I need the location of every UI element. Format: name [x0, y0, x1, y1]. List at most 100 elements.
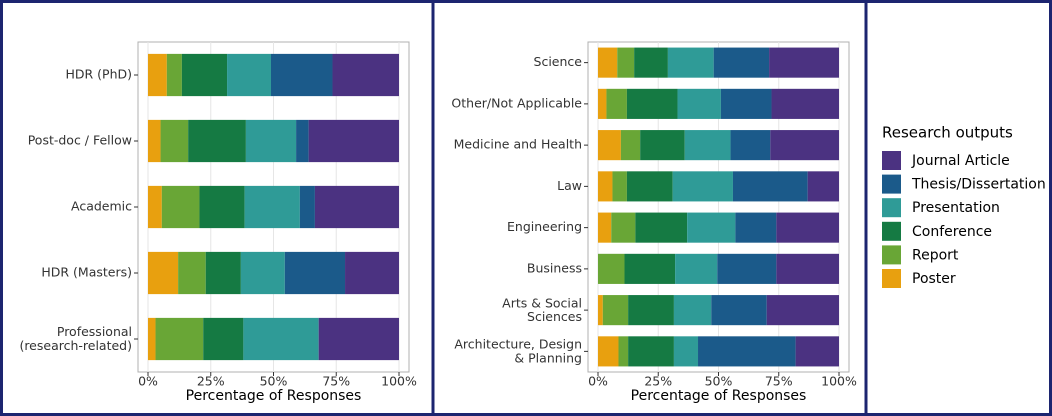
legend-swatch — [882, 174, 901, 194]
bar-segment — [148, 251, 179, 295]
y-tick-label: Architecture, Design & Planning — [454, 336, 582, 365]
bar-segment — [188, 119, 246, 163]
legend-swatch — [882, 245, 901, 265]
y-tick-label: Medicine and Health — [454, 137, 582, 152]
bar-segment — [296, 119, 309, 163]
x-tick-label: 100% — [381, 374, 417, 389]
bar-segment — [299, 185, 315, 229]
bar-segment — [245, 119, 297, 163]
y-tick-label: Academic — [71, 199, 132, 214]
bar-segment — [675, 253, 718, 284]
bar-segment — [345, 251, 399, 295]
bar-segment — [166, 53, 182, 97]
bar-segment — [795, 336, 839, 367]
y-tick-label: Arts & Social Sciences — [502, 295, 582, 324]
bar-segment — [598, 295, 603, 326]
bar-segment — [178, 251, 206, 295]
bar-segment — [602, 295, 629, 326]
bar-segment — [640, 130, 685, 161]
bar-segment — [148, 53, 167, 97]
bar-segment — [611, 212, 636, 243]
bar-segment — [620, 130, 641, 161]
bar-segment — [199, 185, 245, 229]
bar-segment — [227, 53, 271, 97]
legend-label: Thesis/Dissertation — [911, 177, 1046, 193]
y-tick-label: HDR (PhD) — [65, 67, 132, 82]
x-axis-title: Percentage of Responses — [631, 388, 807, 404]
bar-segment — [769, 47, 839, 78]
bar-segment — [807, 171, 839, 202]
legend-swatch — [882, 221, 901, 241]
bar-segment — [612, 171, 627, 202]
bar-segment — [618, 336, 629, 367]
bar-segment — [205, 251, 241, 295]
bar-segment — [617, 47, 635, 78]
bar-segment — [624, 253, 676, 284]
bar-segment — [598, 171, 613, 202]
x-tick-label: 0% — [588, 374, 608, 389]
bar-segment — [598, 88, 607, 119]
bar-segment — [770, 130, 839, 161]
y-tick-label: HDR (Masters) — [41, 265, 132, 280]
bar-segment — [161, 185, 200, 229]
bar-segment — [677, 88, 721, 119]
y-tick-label: Other/Not Applicable — [451, 95, 582, 110]
bar-segment — [672, 171, 733, 202]
x-tick-label: 50% — [705, 374, 733, 389]
x-tick-label: 0% — [138, 374, 158, 389]
bar-segment — [626, 88, 678, 119]
bar-segment — [720, 88, 772, 119]
legend-label: Conference — [912, 224, 992, 240]
x-tick-label: 100% — [821, 374, 857, 389]
bar-segment — [314, 185, 399, 229]
bar-segment — [598, 253, 625, 284]
bar-segment — [598, 212, 612, 243]
bar-segment — [776, 212, 839, 243]
bar-segment — [732, 171, 808, 202]
x-tick-label: 25% — [644, 374, 672, 389]
bar-segment — [673, 295, 712, 326]
legend-label: Journal Article — [911, 153, 1010, 169]
bar-segment — [243, 317, 319, 361]
bar-segment — [148, 185, 162, 229]
bar-segment — [626, 171, 673, 202]
bar-segment — [713, 47, 770, 78]
bar-segment — [598, 130, 621, 161]
bar-segment — [687, 212, 736, 243]
bar-segment — [598, 336, 619, 367]
x-tick-label: 75% — [322, 374, 350, 389]
bar-segment — [270, 53, 333, 97]
bar-segment — [776, 253, 839, 284]
bar-segment — [244, 185, 300, 229]
bar-segment — [698, 336, 796, 367]
legend-swatch — [882, 151, 901, 170]
y-tick-label: Engineering — [507, 219, 582, 234]
x-axis-title: Percentage of Responses — [186, 388, 362, 404]
bar-segment — [181, 53, 228, 97]
y-tick-label: Science — [534, 54, 583, 69]
bar-segment — [284, 251, 346, 295]
legend-title: Research outputs — [882, 124, 1013, 142]
bar-segment — [635, 212, 688, 243]
bar-segment — [684, 130, 731, 161]
bar-segment — [730, 130, 771, 161]
bar-segment — [667, 47, 714, 78]
legend-label: Poster — [912, 271, 956, 287]
x-tick-label: 75% — [765, 374, 793, 389]
bar-segment — [155, 317, 204, 361]
legend-label: Report — [912, 247, 959, 263]
legend-swatch — [882, 198, 901, 218]
bar-segment — [628, 295, 674, 326]
bar-segment — [598, 47, 618, 78]
bar-segment — [766, 295, 839, 326]
bar-segment — [711, 295, 767, 326]
x-tick-label: 50% — [260, 374, 288, 389]
bar-segment — [318, 317, 399, 361]
bar-segment — [308, 119, 399, 163]
bar-segment — [735, 212, 777, 243]
bar-segment — [148, 119, 161, 163]
bar-segment — [628, 336, 674, 367]
bar-segment — [332, 53, 399, 97]
bar-segment — [240, 251, 285, 295]
